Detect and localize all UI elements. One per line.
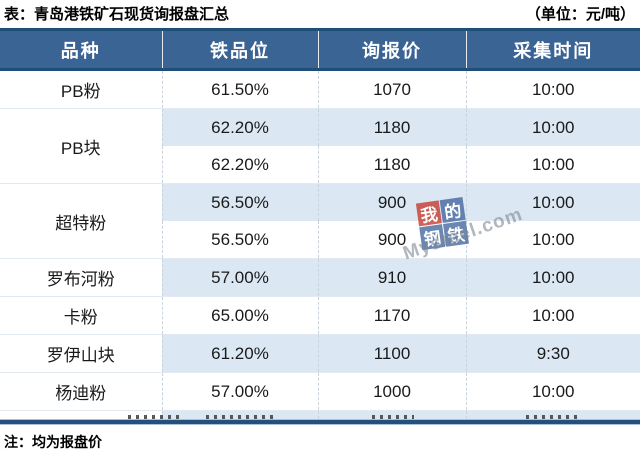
grade-cell: 56.50% xyxy=(161,221,318,259)
grade-cell: 57.00% xyxy=(161,372,318,410)
price-cell: 1000 xyxy=(317,372,466,410)
clipped-row-remnant xyxy=(0,410,640,419)
time-cell: 10:00 xyxy=(465,108,640,146)
variety-cell: 超特粉 xyxy=(0,183,162,259)
clipped-text-fragment xyxy=(526,415,578,419)
table-row: 62.20% 1180 10:00 xyxy=(0,146,640,184)
table-bottom-border xyxy=(0,419,640,425)
clipped-text-fragment xyxy=(206,415,276,419)
price-cell: 900 xyxy=(317,183,466,221)
grade-cell: 57.00% xyxy=(161,258,318,297)
column-divider xyxy=(318,411,319,419)
column-header-0: 品种 xyxy=(0,29,162,71)
table-header: 品种 铁品位 询报价 采集时间 xyxy=(0,29,640,71)
column-header-3: 采集时间 xyxy=(465,29,640,71)
time-cell: 10:00 xyxy=(465,69,640,109)
footnote: 注：均为报盘价 xyxy=(4,434,102,450)
title-bar: 表：青岛港铁矿石现货询报盘汇总 （单位：元/吨） xyxy=(0,0,640,28)
variety-cell: PB块 xyxy=(0,108,162,184)
time-cell: 10:00 xyxy=(465,372,640,410)
variety-cell: PB粉 xyxy=(0,69,162,109)
table-row: 罗伊山块 61.20% 1100 9:30 xyxy=(0,334,640,373)
grade-cell: 61.20% xyxy=(161,334,318,373)
table-row: PB粉 61.50% 1070 10:00 xyxy=(0,69,640,109)
price-cell: 1180 xyxy=(317,146,466,184)
table-row: PB块 62.20% 1180 10:00 xyxy=(0,108,640,184)
price-cell: 1070 xyxy=(317,69,466,109)
price-cell: 1100 xyxy=(317,334,466,373)
column-header-1: 铁品位 xyxy=(161,29,318,71)
time-cell: 9:30 xyxy=(465,334,640,373)
time-cell: 10:00 xyxy=(465,183,640,221)
header-row: 品种 铁品位 询报价 采集时间 xyxy=(0,29,640,71)
time-cell: 10:00 xyxy=(465,258,640,297)
grade-cell: 61.50% xyxy=(161,69,318,109)
table-body: PB粉 61.50% 1070 10:00 PB块 62.20% 1180 10:00 62.2… xyxy=(0,69,640,410)
variety-cell: 杨迪粉 xyxy=(0,372,162,410)
clipped-text-fragment xyxy=(128,415,184,419)
unit-label: （单位：元/吨） xyxy=(525,6,635,23)
grade-cell: 62.20% xyxy=(161,146,318,184)
column-header-2: 询报价 xyxy=(317,29,466,71)
variety-cell: 卡粉 xyxy=(0,296,162,335)
variety-cell: 罗伊山块 xyxy=(0,334,162,373)
price-cell: 910 xyxy=(317,258,466,297)
table-row: 罗布河粉 57.00% 910 10:00 xyxy=(0,258,640,297)
time-cell: 10:00 xyxy=(465,146,640,184)
price-cell: 1180 xyxy=(317,108,466,146)
time-cell: 10:00 xyxy=(465,221,640,259)
price-table: 品种 铁品位 询报价 采集时间 PB粉 61.50% 1070 10:00 PB块 62.20%… xyxy=(0,28,640,410)
clipped-text-fragment xyxy=(372,415,414,419)
grade-cell: 62.20% xyxy=(161,108,318,146)
time-cell: 10:00 xyxy=(465,296,640,335)
page-title: 表：青岛港铁矿石现货询报盘汇总 xyxy=(4,6,230,23)
variety-cell: 罗布河粉 xyxy=(0,258,162,297)
price-cell: 900 xyxy=(317,221,466,259)
column-divider xyxy=(466,411,467,419)
table-row: 卡粉 65.00% 1170 10:00 xyxy=(0,296,640,335)
table-row: 杨迪粉 57.00% 1000 10:00 xyxy=(0,372,640,410)
price-cell: 1170 xyxy=(317,296,466,335)
table-row: 超特粉 56.50% 900 10:00 xyxy=(0,183,640,259)
grade-cell: 56.50% xyxy=(161,183,318,221)
grade-cell: 65.00% xyxy=(161,296,318,335)
